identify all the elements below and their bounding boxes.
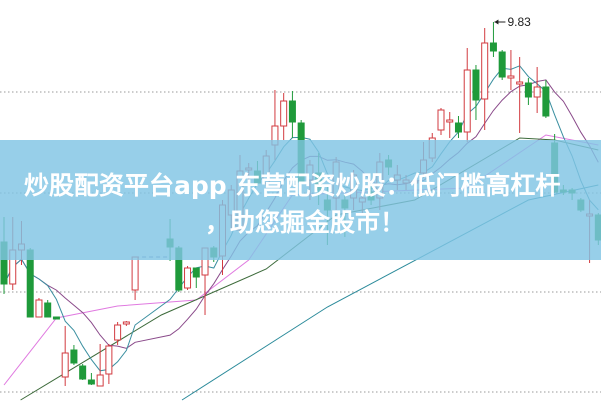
candle: [446, 112, 454, 138]
candle: [472, 65, 480, 120]
candle-body: [61, 352, 69, 378]
candle-body: [44, 302, 52, 318]
candle-body: [96, 374, 104, 387]
candle: [454, 116, 462, 138]
candle-body: [52, 316, 60, 320]
candle: [288, 91, 296, 138]
candle: [524, 78, 532, 105]
candle: [516, 57, 524, 133]
candle-body: [114, 324, 122, 341]
candle-body: [472, 69, 480, 101]
title-line-2: ，助您掘金股市！: [205, 208, 406, 237]
candle-body: [463, 69, 471, 133]
candle: [533, 67, 541, 113]
candle: [280, 93, 288, 140]
max-price-label: 9.83: [507, 15, 531, 29]
candle-body: [26, 249, 34, 318]
candle-body: [288, 100, 296, 123]
candle-body: [184, 267, 192, 289]
candle-body: [524, 82, 532, 98]
candle-body: [280, 100, 288, 127]
candle-body: [489, 42, 497, 52]
candle: [61, 326, 69, 386]
candle-body: [481, 42, 489, 100]
candle-body: [131, 256, 139, 291]
candle-body: [533, 86, 541, 98]
candle: [96, 344, 104, 387]
candle-body: [192, 267, 200, 278]
candle: [52, 316, 60, 320]
candle: [192, 267, 200, 288]
candle: [437, 108, 445, 135]
candle-body: [70, 349, 78, 364]
candle: [70, 345, 78, 365]
candle: [463, 48, 471, 142]
candle: [184, 266, 192, 290]
candle-body: [446, 119, 454, 123]
candle-body: [507, 75, 515, 79]
title-line-1: 炒股配资平台app 东营配资炒股：低门槛高杠杆: [24, 171, 561, 200]
candle: [489, 22, 497, 57]
candle-body: [454, 122, 462, 133]
candle-body: [437, 109, 445, 131]
candle-body: [87, 379, 95, 385]
candle: [498, 50, 506, 80]
candle: [481, 28, 489, 130]
candle-body: [105, 345, 113, 375]
candle: [79, 364, 87, 380]
candle: [44, 300, 52, 318]
candle-body: [35, 299, 43, 318]
candle: [105, 344, 113, 384]
candle: [114, 322, 122, 345]
candle-body: [542, 86, 550, 117]
candle-body: [516, 81, 524, 85]
title-banner: [0, 140, 601, 260]
candle: [35, 298, 43, 318]
candle-body: [122, 321, 130, 325]
candle: [122, 321, 130, 326]
candle-body: [498, 51, 506, 78]
max-arrow-icon: [494, 19, 499, 25]
candle-body: [79, 365, 87, 380]
candle: [131, 256, 139, 300]
candle: [87, 373, 95, 385]
candle: [542, 80, 550, 118]
candle: [507, 50, 515, 90]
